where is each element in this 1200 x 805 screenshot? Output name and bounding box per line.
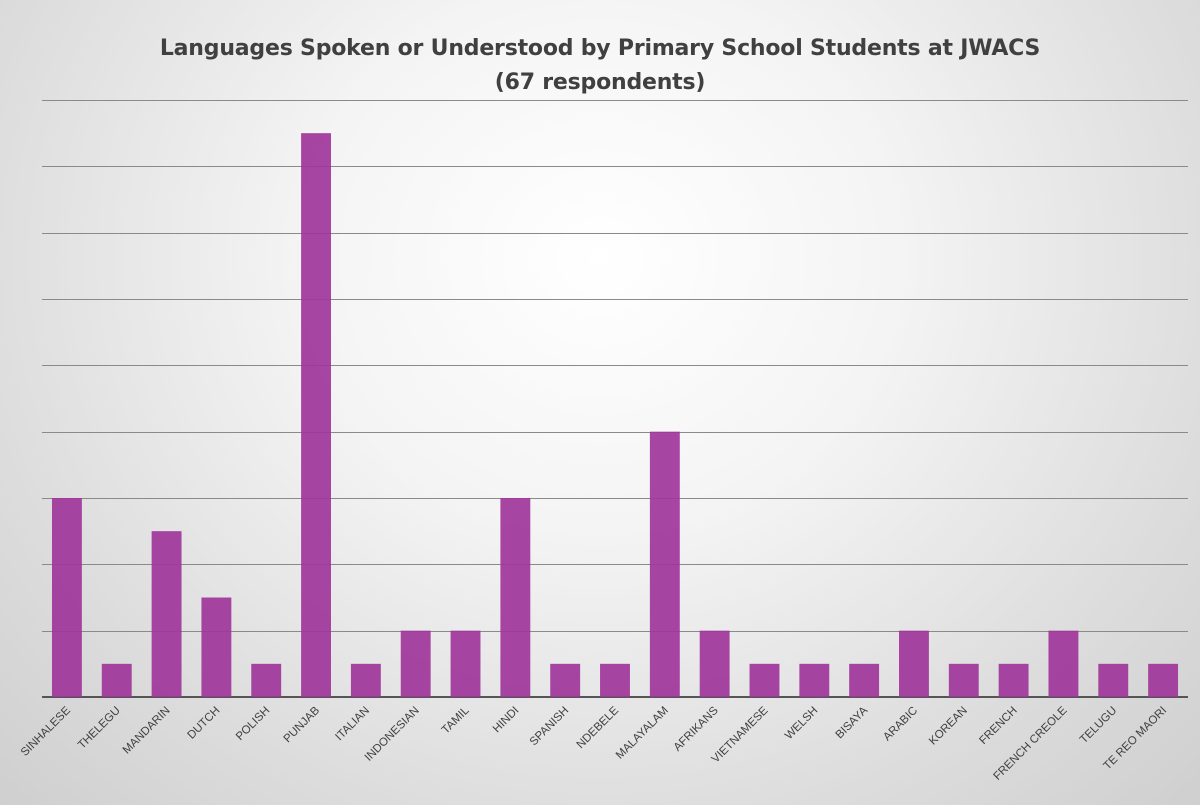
bar-punjab: [301, 133, 331, 698]
bars: [51, 133, 1179, 698]
bar-arabic: [899, 630, 929, 697]
x-tick-label: MANDARIN: [121, 705, 173, 757]
x-tick-label: ITALIAN: [333, 705, 372, 744]
bar-welsh: [799, 663, 830, 697]
bar-thelegu: [101, 663, 132, 697]
bar-hindi: [500, 498, 531, 697]
x-tick-label: TELUGU: [1078, 705, 1119, 746]
bar-indonesian: [400, 630, 431, 697]
bar-french-creole: [1048, 630, 1079, 697]
chart-title: Languages Spoken or Understood by Primar…: [0, 32, 1200, 100]
chart-subtitle: (67 respondents): [494, 70, 706, 95]
x-tick-label: KOREAN: [927, 705, 970, 748]
x-tick-label: WELSH: [783, 705, 820, 742]
bar-ndebele: [600, 663, 630, 697]
bar-afrikans: [699, 630, 730, 697]
x-tick-label: SINHALESE: [19, 704, 73, 758]
bar-spanish: [550, 663, 581, 697]
x-tick-label: ARABIC: [881, 705, 920, 744]
x-tick-label: FRENCH: [977, 705, 1019, 747]
bar-sinhalese: [51, 498, 82, 697]
bar-tamil: [450, 630, 481, 697]
x-tick-label: TAMIL: [440, 704, 472, 736]
bar-dutch: [201, 597, 232, 697]
x-tick-label: BISAYA: [834, 704, 871, 741]
bar-korean: [948, 663, 979, 697]
bar-malayalam: [649, 431, 680, 697]
x-tick-label: THELEGU: [76, 705, 123, 752]
gridlines: [42, 100, 1188, 698]
x-tick-label: AFRIKANS: [672, 704, 721, 753]
bar-polish: [251, 663, 282, 697]
x-tick-label: SPANISH: [528, 705, 572, 749]
x-tick-label: PUNJAB: [282, 704, 323, 745]
bar-vietnamese: [749, 663, 780, 697]
bar-italian: [350, 663, 381, 697]
bar-french: [998, 663, 1029, 697]
bar-bisaya: [849, 663, 880, 697]
chart-title-main: Languages Spoken or Understood by Primar…: [159, 36, 1041, 61]
bar-mandarin: [151, 531, 182, 697]
x-tick-label: MALAYALAM: [614, 705, 671, 762]
bar-te-reo-maori: [1148, 663, 1179, 697]
x-tick-label: NDEBELE: [575, 704, 622, 751]
x-tick-label: DUTCH: [186, 705, 223, 742]
bar-telugu: [1098, 663, 1129, 697]
x-tick-label: POLISH: [234, 705, 272, 743]
x-tick-label: HINDI: [491, 705, 522, 736]
